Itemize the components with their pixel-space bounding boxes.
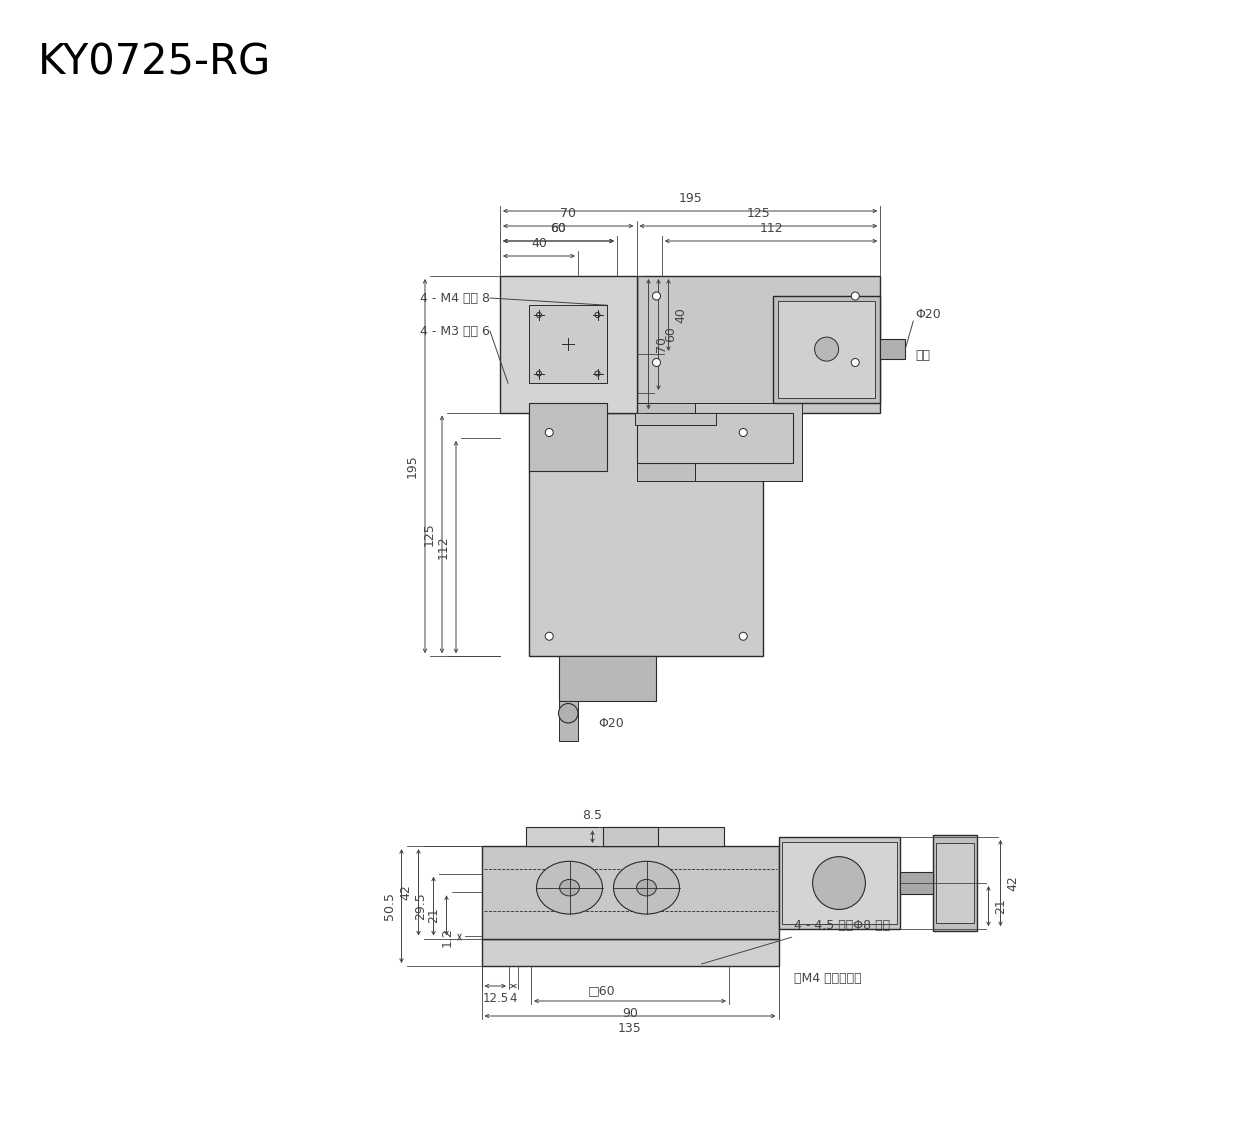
Bar [481,846,779,938]
Bar [529,403,607,471]
Bar [637,276,881,412]
Text: 60: 60 [551,222,566,235]
Bar [637,412,792,462]
Circle shape [653,359,661,367]
Ellipse shape [613,861,679,914]
Bar [529,412,764,657]
Text: 29.5: 29.5 [414,892,428,920]
Bar [525,827,724,846]
Circle shape [815,337,838,361]
Bar [899,872,933,894]
Text: Φ20: Φ20 [916,308,940,321]
Bar [935,843,974,924]
Bar [637,403,695,481]
Bar [481,938,779,966]
Circle shape [545,633,554,641]
Bar [881,340,906,359]
Text: 21: 21 [428,908,440,924]
Text: 12.5: 12.5 [483,992,509,1005]
Circle shape [559,703,578,722]
Text: 40: 40 [674,307,688,323]
Text: 21: 21 [994,899,1008,914]
Text: 112: 112 [759,222,782,235]
Text: 195: 195 [678,192,702,204]
Circle shape [653,292,661,300]
Bar [602,827,658,846]
Circle shape [851,292,860,300]
Text: （M4 用螺栓孔）: （M4 用螺栓孔） [794,972,861,985]
Text: 70: 70 [654,336,668,352]
Circle shape [739,633,748,641]
Bar [773,295,881,403]
Text: KY0725-RG: KY0725-RG [39,41,271,83]
Ellipse shape [536,861,602,914]
Circle shape [739,428,748,436]
Bar [933,835,977,932]
Text: 4 - 4.5 通孔Φ8 沉孔: 4 - 4.5 通孔Φ8 沉孔 [794,919,889,933]
Bar [634,412,715,425]
Text: 42: 42 [1006,875,1020,891]
Text: 4 - M3 深度 6: 4 - M3 深度 6 [420,325,490,337]
Bar [778,301,876,398]
Bar [781,842,897,925]
Text: 125: 125 [746,207,770,220]
Circle shape [812,857,866,910]
Text: 4: 4 [510,992,518,1005]
Text: 1.2: 1.2 [440,927,454,947]
Text: □60: □60 [588,985,616,997]
Bar [559,657,656,701]
Text: 50.5: 50.5 [382,892,396,920]
Bar [695,403,802,481]
Text: 195: 195 [406,454,419,478]
Bar [529,306,607,383]
Circle shape [545,428,554,436]
Text: 4 - M4 深度 8: 4 - M4 深度 8 [420,292,490,304]
Bar [779,837,899,929]
Ellipse shape [637,879,657,896]
Bar [559,701,578,742]
Text: 60: 60 [664,326,678,342]
Text: 70: 70 [560,207,576,220]
Text: 112: 112 [437,535,450,559]
Text: 42: 42 [399,885,413,900]
Text: 135: 135 [618,1022,642,1035]
Text: 旋钮: 旋钮 [916,349,931,362]
Circle shape [851,359,860,367]
Text: 90: 90 [622,1006,638,1020]
Ellipse shape [560,879,580,896]
Bar [500,276,637,412]
Text: 125: 125 [423,523,435,546]
Text: 8.5: 8.5 [582,809,602,821]
Text: 40: 40 [531,237,547,250]
Text: 60: 60 [551,222,566,235]
Text: Φ20: Φ20 [598,717,623,729]
